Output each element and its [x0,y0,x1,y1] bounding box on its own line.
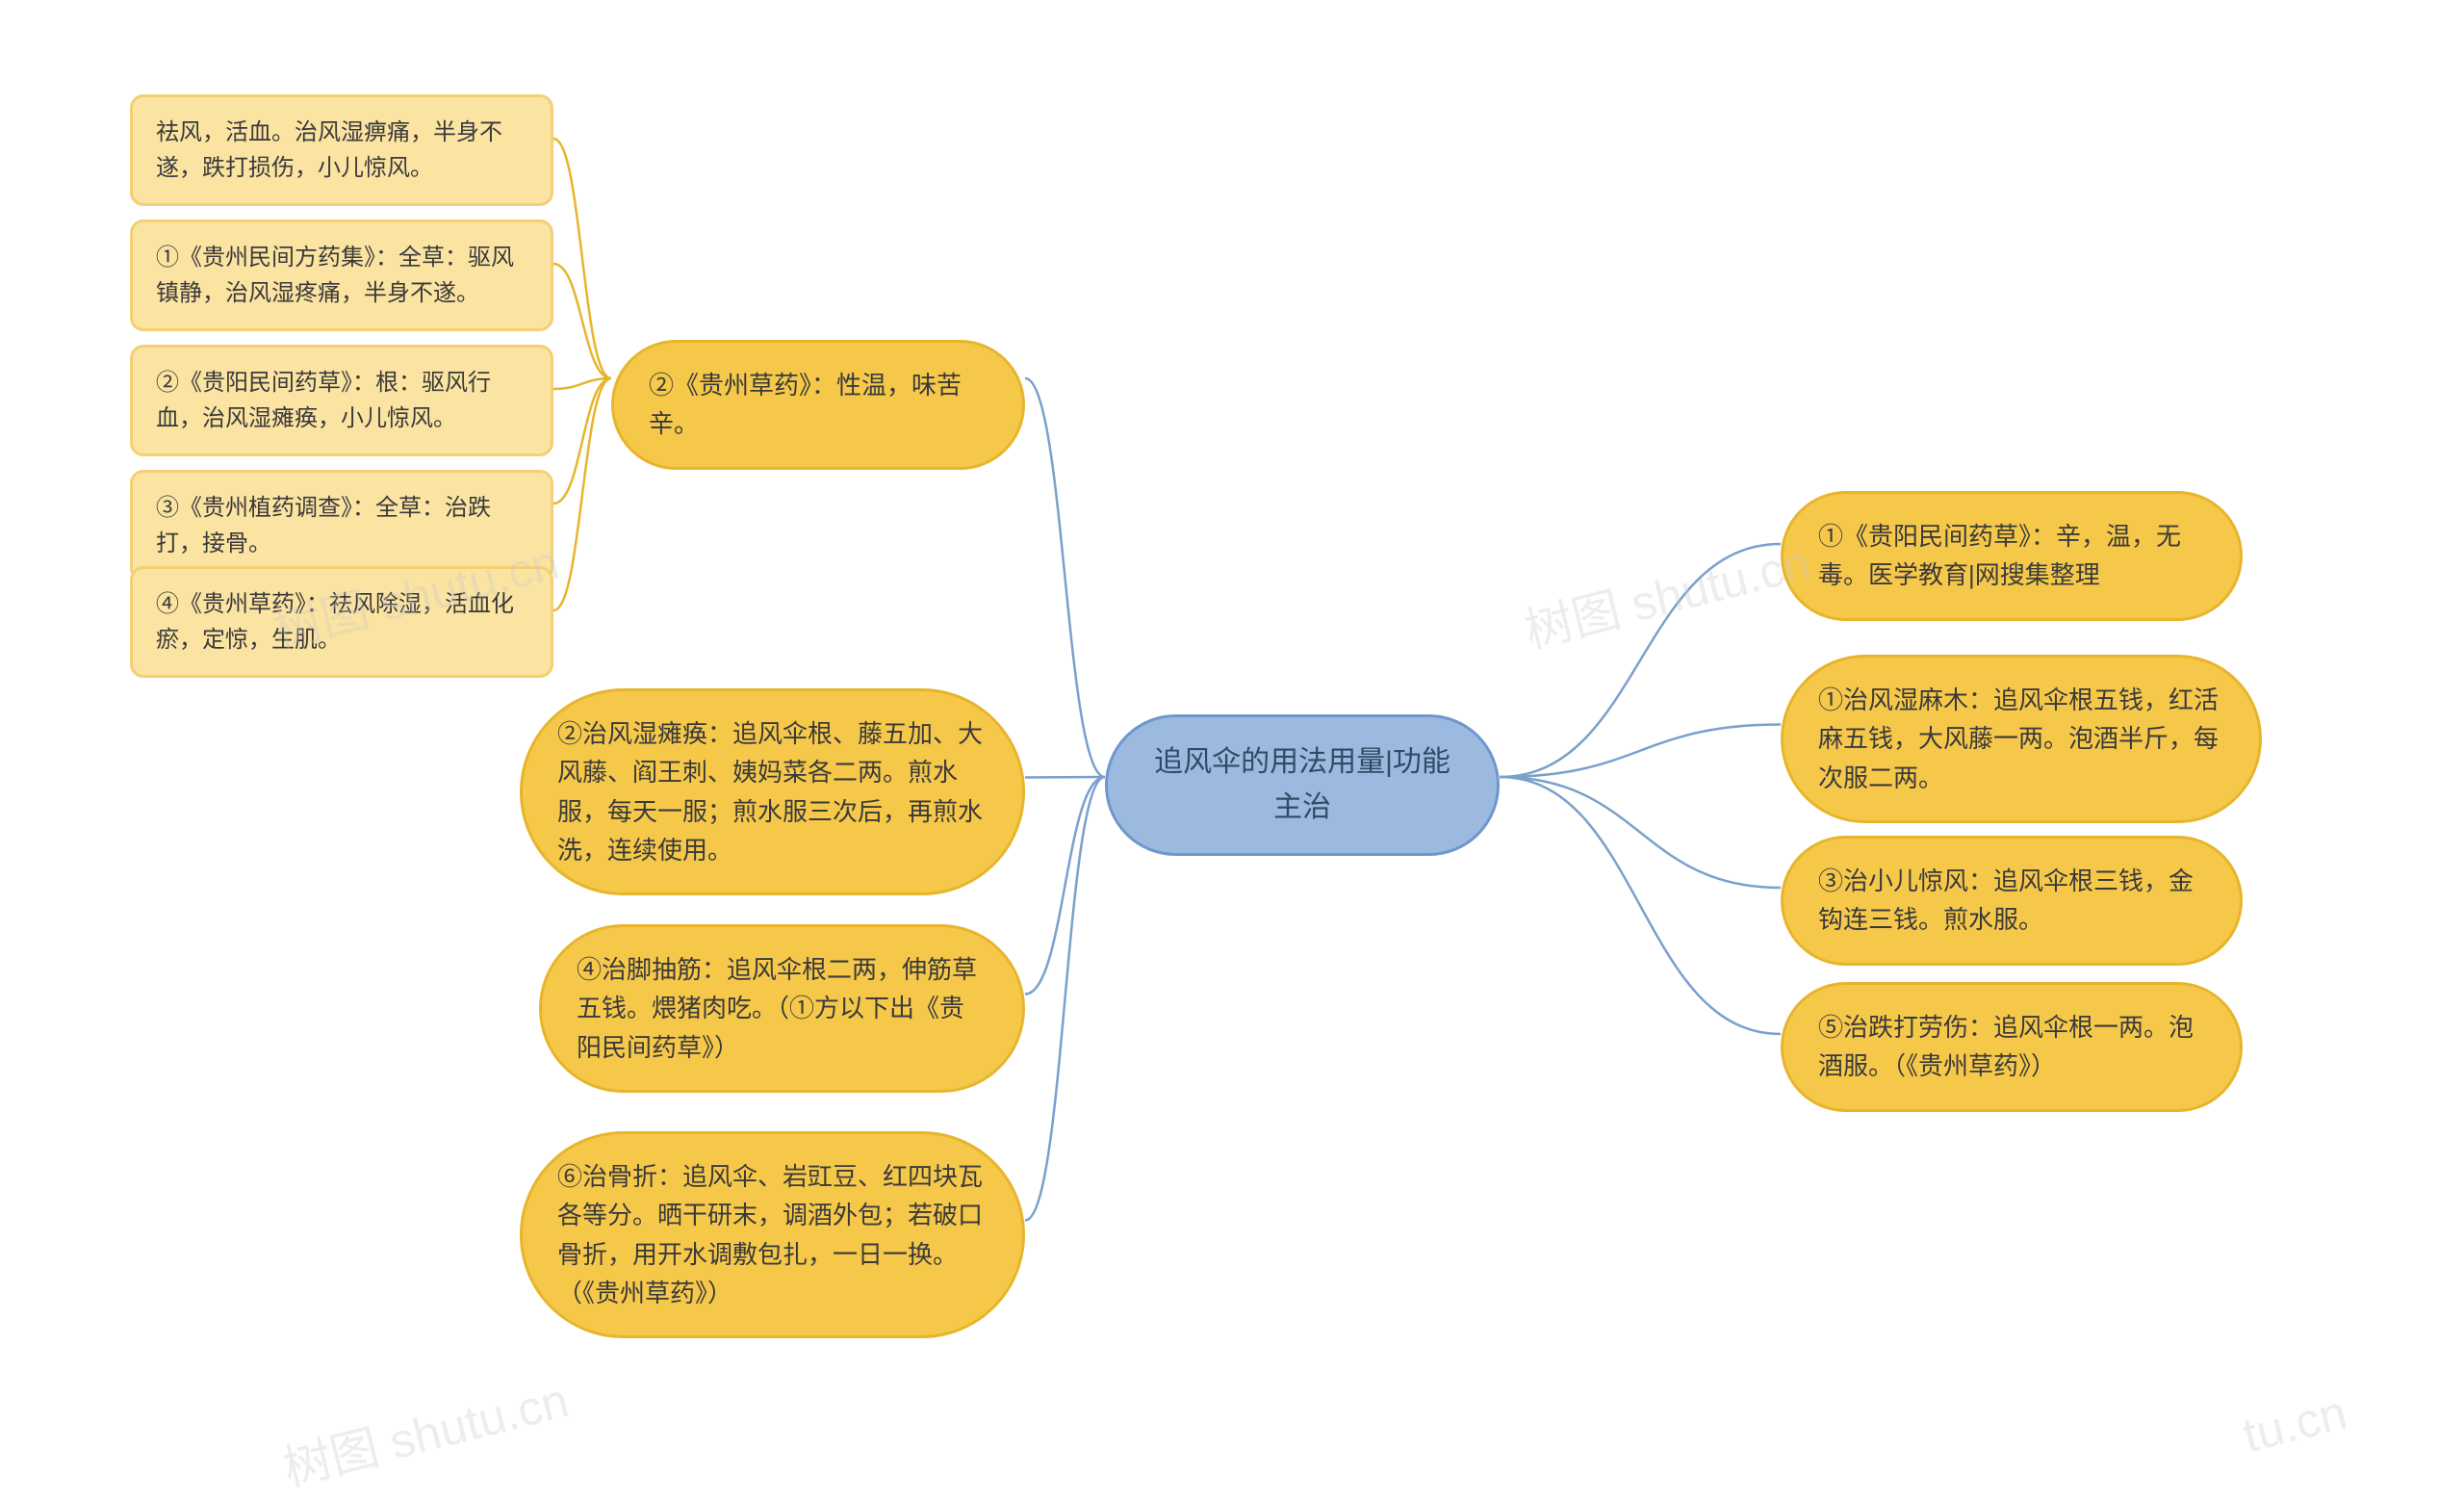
node-label: ①《贵州民间方药集》：全草：驱风镇静，治风湿疼痛，半身不遂。 [156,240,527,311]
branch-left-2[interactable]: ②治风湿瘫痪：追风伞根、藤五加、大风藤、阎王刺、姨妈菜各二两。煎水服，每天一服；… [520,688,1025,895]
leaf-5[interactable]: ④《贵州草药》：祛风除湿，活血化瘀，定惊，生肌。 [130,566,553,678]
leaf-2[interactable]: ①《贵州民间方药集》：全草：驱风镇静，治风湿疼痛，半身不遂。 [130,220,553,331]
branch-right-3[interactable]: ③治小儿惊风：追风伞根三钱，金钩连三钱。煎水服。 [1781,836,2243,966]
node-label: 追风伞的用法用量|功能主治 [1142,740,1462,830]
leaf-4[interactable]: ③《贵州植药调查》：全草：治跌打，接骨。 [130,470,553,582]
watermark: tu.cn [2238,1384,2352,1464]
watermark: 树图 shutu.cn [275,1361,575,1499]
branch-left-1[interactable]: ②《贵州草药》：性温，味苦辛。 [611,340,1025,470]
node-label: ①《贵阳民间药草》：辛，温，无毒。医学教育|网搜集整理 [1818,517,2205,595]
node-label: ②《贵州草药》：性温，味苦辛。 [649,366,988,444]
center-node[interactable]: 追风伞的用法用量|功能主治 [1105,714,1500,856]
node-label: ⑤治跌打劳伤：追风伞根一两。泡酒服。（《贵州草药》） [1818,1008,2205,1086]
node-label: ⑥治骨折：追风伞、岩豇豆、红四块瓦各等分。晒干研末，调酒外包；若破口骨折，用开水… [557,1157,988,1312]
branch-right-2[interactable]: ①治风湿麻木：追风伞根五钱，红活麻五钱，大风藤一两。泡酒半斤，每次服二两。 [1781,655,2262,823]
mindmap-canvas: 追风伞的用法用量|功能主治 ①《贵阳民间药草》：辛，温，无毒。医学教育|网搜集整… [0,0,2464,1407]
leaf-3[interactable]: ②《贵阳民间药草》：根：驱风行血，治风湿瘫痪，小儿惊风。 [130,345,553,456]
node-label: ④《贵州草药》：祛风除湿，活血化瘀，定惊，生肌。 [156,586,527,658]
node-label: 祛风，活血。治风湿痹痛，半身不遂，跌打损伤，小儿惊风。 [156,115,527,186]
node-label: ②《贵阳民间药草》：根：驱风行血，治风湿瘫痪，小儿惊风。 [156,365,527,436]
leaf-1[interactable]: 祛风，活血。治风湿痹痛，半身不遂，跌打损伤，小儿惊风。 [130,94,553,206]
node-label: ③治小儿惊风：追风伞根三钱，金钩连三钱。煎水服。 [1818,862,2205,940]
watermark: 树图 shutu.cn [1517,524,1816,661]
node-label: ②治风湿瘫痪：追风伞根、藤五加、大风藤、阎王刺、姨妈菜各二两。煎水服，每天一服；… [557,714,988,869]
branch-right-4[interactable]: ⑤治跌打劳伤：追风伞根一两。泡酒服。（《贵州草药》） [1781,982,2243,1112]
branch-right-1[interactable]: ①《贵阳民间药草》：辛，温，无毒。医学教育|网搜集整理 [1781,491,2243,621]
branch-left-4[interactable]: ⑥治骨折：追风伞、岩豇豆、红四块瓦各等分。晒干研末，调酒外包；若破口骨折，用开水… [520,1131,1025,1338]
node-label: ③《贵州植药调查》：全草：治跌打，接骨。 [156,490,527,561]
node-label: ①治风湿麻木：追风伞根五钱，红活麻五钱，大风藤一两。泡酒半斤，每次服二两。 [1818,681,2224,797]
branch-left-3[interactable]: ④治脚抽筋：追风伞根二两，伸筋草五钱。煨猪肉吃。（①方以下出《贵阳民间药草》） [539,924,1025,1093]
node-label: ④治脚抽筋：追风伞根二两，伸筋草五钱。煨猪肉吃。（①方以下出《贵阳民间药草》） [577,950,988,1067]
